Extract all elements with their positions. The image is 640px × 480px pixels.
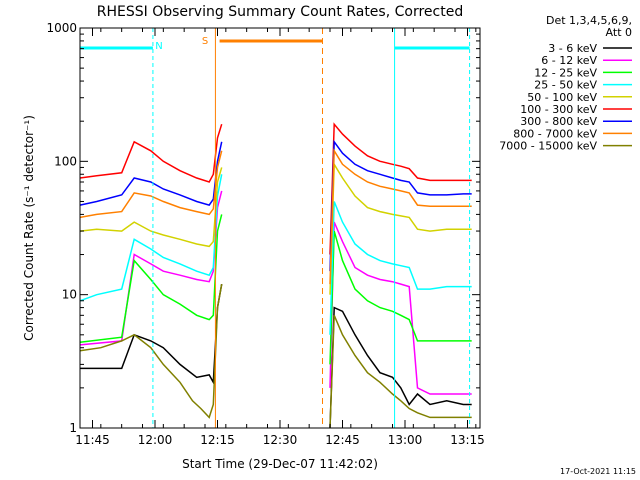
legend-label: 3 - 6 keV	[548, 42, 597, 55]
legend-label: 7000 - 15000 keV	[499, 140, 597, 153]
series-line-6-seg-1	[329, 139, 472, 272]
series-layer	[79, 122, 472, 429]
legend-label: 300 - 800 keV	[520, 115, 597, 128]
y-axis: 1 10 100 1000	[46, 21, 480, 435]
x-tick-label: 12:30	[263, 433, 298, 447]
legend-label: 12 - 25 keV	[534, 66, 597, 79]
series-line-3-seg-1	[329, 201, 472, 335]
y-tick-label: 10	[62, 288, 77, 302]
x-axis-label: Start Time (29-Dec-07 11:42:02)	[182, 457, 378, 471]
x-tick-label: 11:45	[75, 433, 110, 447]
y-tick-label: 100	[54, 154, 77, 168]
x-tick-label: 12:45	[325, 433, 360, 447]
timestamp: 17-Oct-2021 11:15	[560, 467, 636, 476]
chart-title: RHESSI Observing Summary Count Rates, Co…	[97, 4, 463, 20]
series-line-3-seg-0	[79, 174, 223, 302]
legend-label: 25 - 50 keV	[534, 79, 597, 92]
x-tick-label: 12:00	[138, 433, 173, 447]
series-line-6-seg-0	[79, 141, 223, 206]
legend-label: 6 - 12 keV	[541, 54, 597, 67]
series-line-8-seg-1	[329, 315, 472, 429]
y-tick-label: 1	[69, 421, 77, 435]
y-tick-label: 1000	[46, 21, 77, 35]
annotation-n: N	[155, 41, 162, 52]
series-line-2-seg-1	[329, 230, 472, 365]
series-line-4-seg-0	[79, 167, 223, 248]
series-line-0-seg-1	[329, 306, 472, 429]
legend-header-line-1: Det 1,3,4,5,6,9,	[546, 14, 632, 27]
y-axis-label: Corrected Count Rate (s⁻¹ detector⁻¹)	[22, 115, 36, 341]
series-line-7-seg-0	[79, 150, 223, 219]
x-tick-label: 13:00	[388, 433, 423, 447]
x-tick-label: 13:15	[450, 433, 485, 447]
series-line-8-seg-0	[79, 283, 223, 419]
x-tick-label: 12:15	[200, 433, 235, 447]
series-line-7-seg-1	[329, 148, 472, 285]
legend-header-line-2: Att 0	[606, 26, 632, 39]
legend-label: 800 - 7000 keV	[513, 127, 597, 140]
series-line-4-seg-1	[329, 161, 472, 295]
legend-label: 50 - 100 keV	[527, 91, 597, 104]
series-line-2-seg-0	[79, 214, 223, 343]
legend-label: 100 - 300 keV	[520, 103, 597, 116]
series-line-1-seg-1	[329, 221, 472, 395]
x-axis: 11:45 12:00 12:15 12:30 12:45 13:00 13:15	[75, 28, 485, 447]
series-line-5-seg-1	[329, 122, 472, 255]
series-line-5-seg-0	[79, 123, 223, 183]
annotation-s: S	[202, 36, 208, 47]
